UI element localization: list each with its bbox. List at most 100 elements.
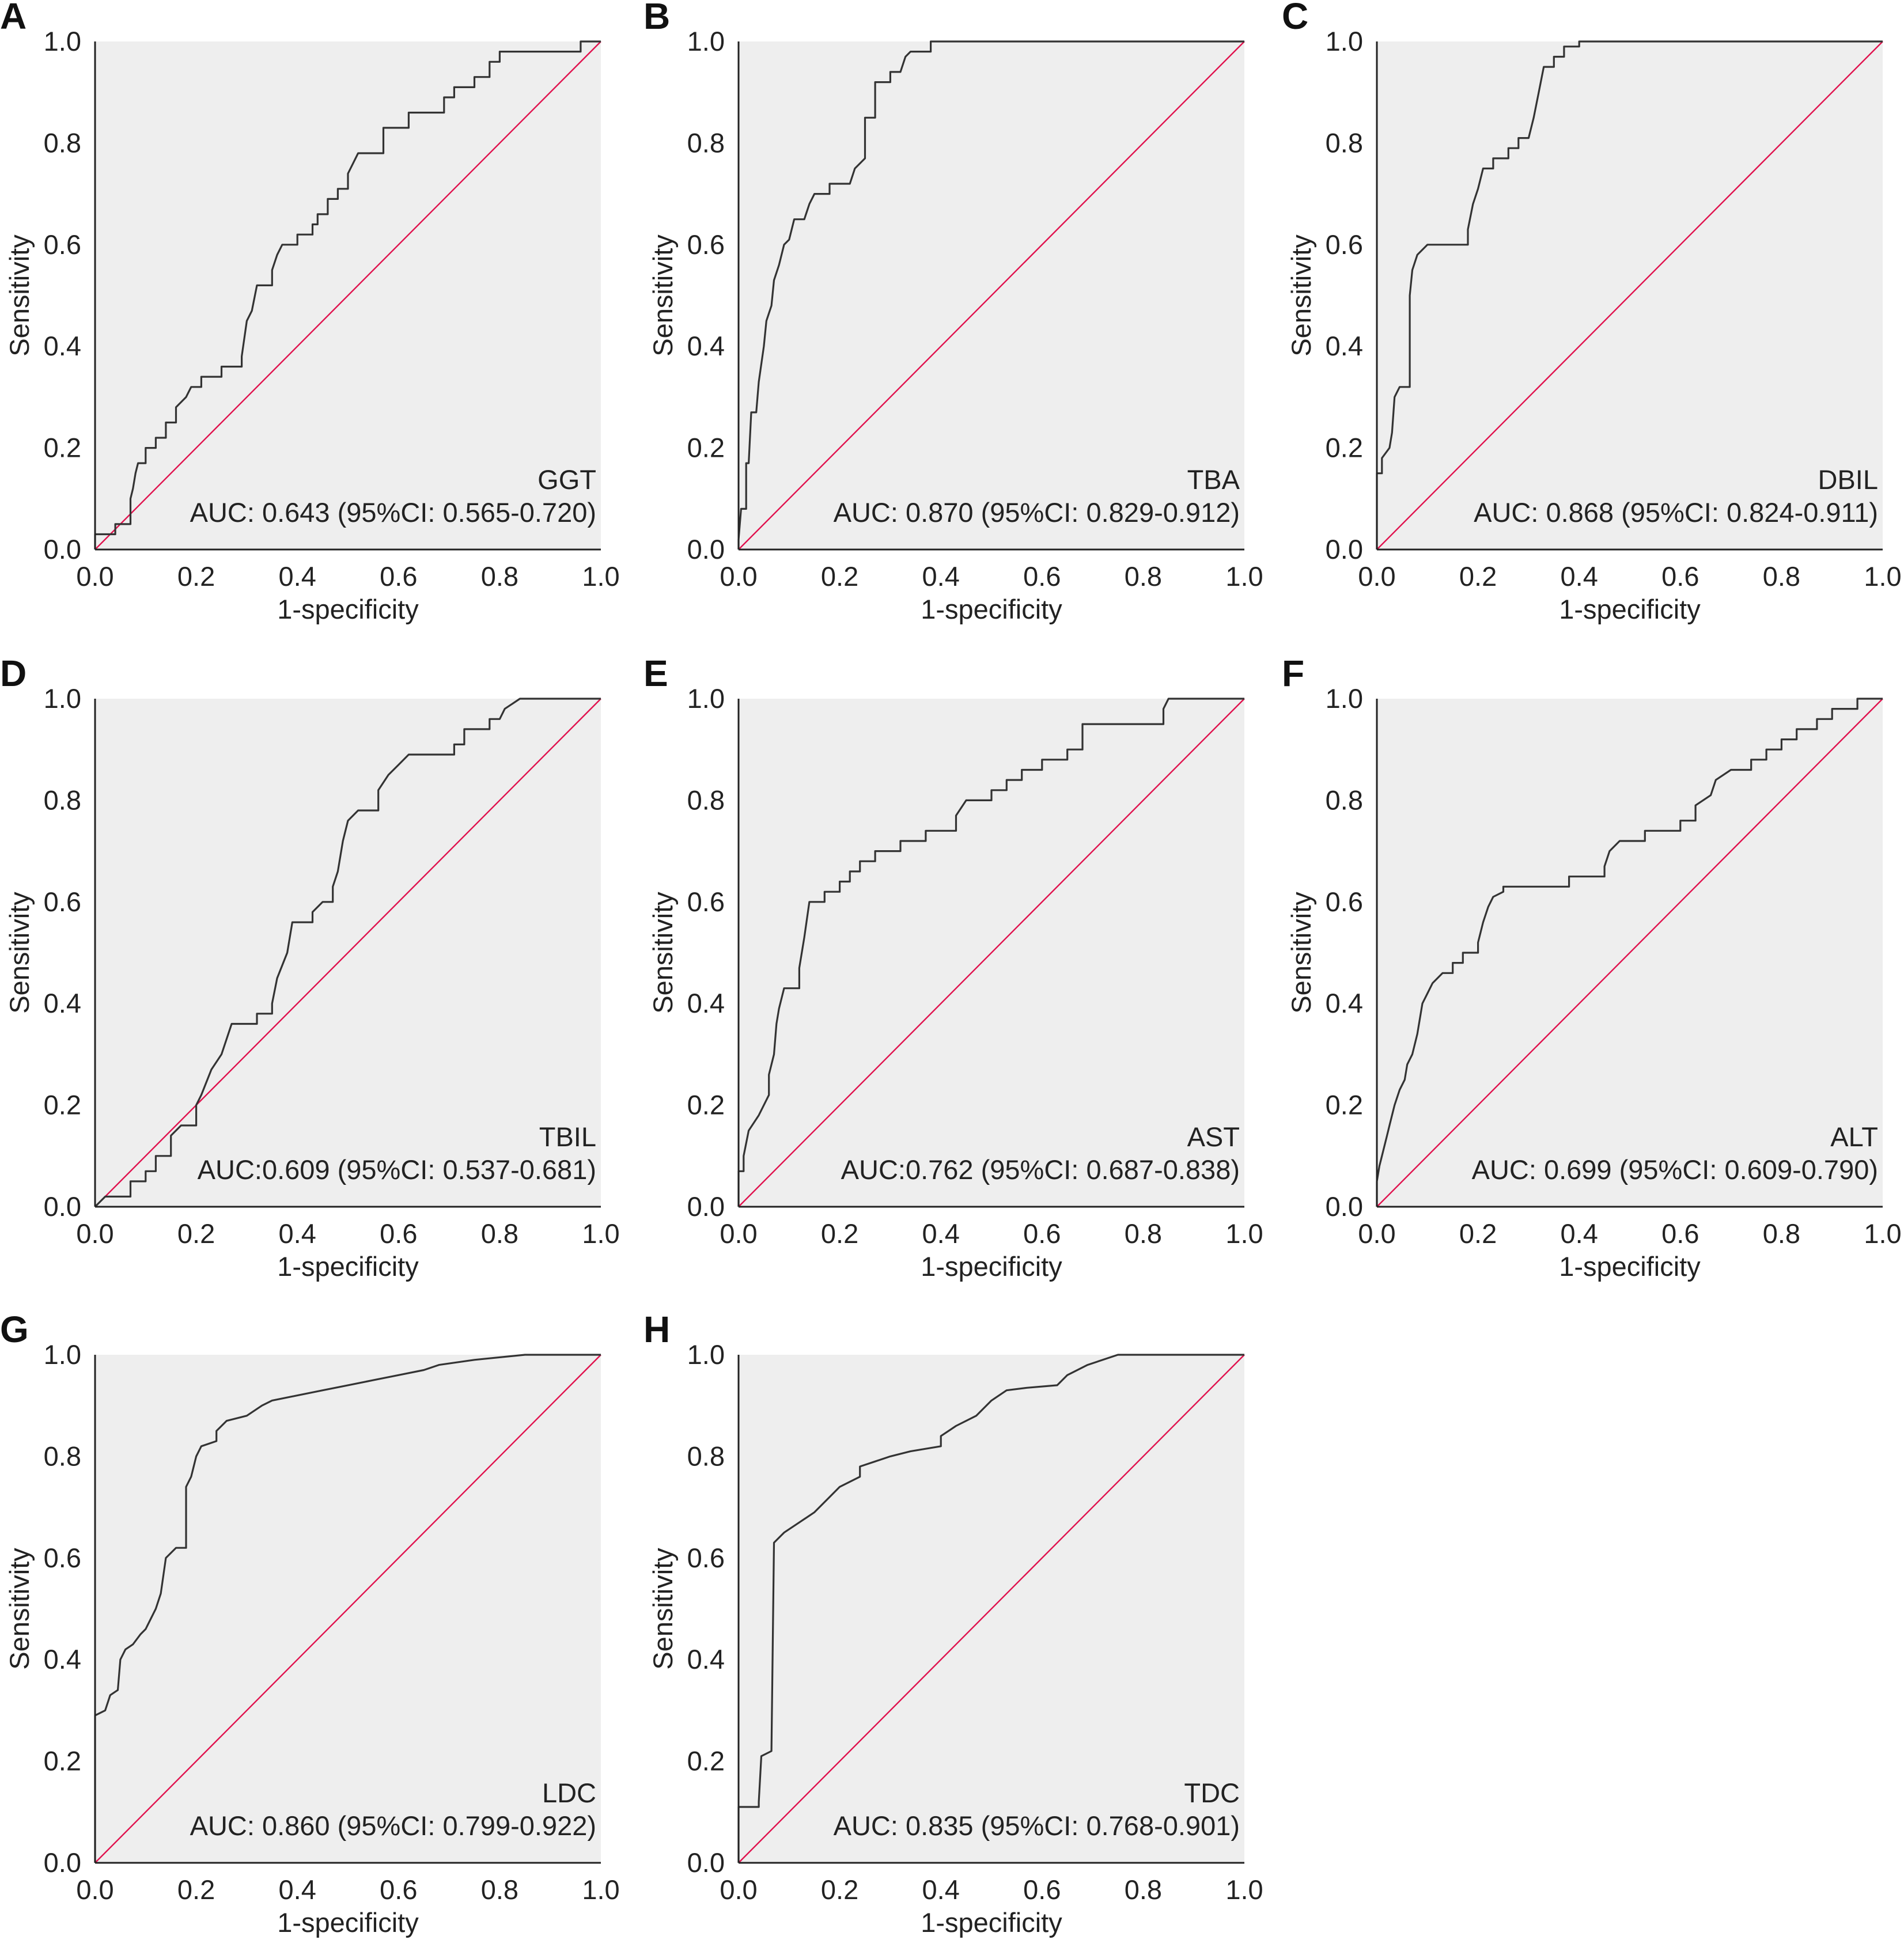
- y-tick-label: 0.4: [44, 988, 81, 1018]
- y-tick-label: 0.4: [44, 1644, 81, 1674]
- y-tick-label: 0.2: [44, 1090, 81, 1120]
- x-tick-label: 1.0: [1864, 1218, 1901, 1249]
- y-tick-label: 0.6: [687, 1543, 725, 1573]
- y-tick-label: 0.6: [44, 886, 81, 917]
- reference-line: [94, 41, 601, 550]
- x-tick-label: 0.4: [279, 1874, 316, 1905]
- auc-annotation: AUC: 0.643 (95%CI: 0.565-0.720): [190, 497, 596, 528]
- x-tick-label: 0.4: [1561, 561, 1598, 592]
- y-tick-label: 0.4: [1326, 988, 1363, 1018]
- marker-name-label: TBA: [1187, 464, 1240, 495]
- panel-letter: E: [644, 653, 668, 694]
- x-tick-label: 0.8: [1763, 561, 1800, 592]
- y-tick-label: 1.0: [44, 683, 81, 714]
- x-axis-label: 1-specificity: [277, 594, 419, 624]
- x-tick-label: 0.4: [922, 1874, 960, 1905]
- x-axis-label: 1-specificity: [921, 1907, 1062, 1938]
- marker-name-label: TBIL: [539, 1121, 596, 1152]
- x-tick-label: 0.0: [76, 1874, 113, 1905]
- auc-annotation: AUC: 0.860 (95%CI: 0.799-0.922): [190, 1810, 596, 1841]
- y-axis-label: Sensitivity: [648, 892, 678, 1014]
- x-tick-label: 0.0: [1358, 561, 1395, 592]
- roc-panel-h: H 0.0 0.2 0.4 0.6 0.8 1.0 0.0 0.2 0.4 0.6 0.8 1.0 1-s…: [644, 1309, 1263, 1938]
- y-axis-label: Sensitivity: [4, 892, 35, 1014]
- roc-curve: [94, 40, 601, 550]
- roc-panel-a: A 0.0 0.2 0.4 0.6 0.8 1.0 0.0 0.2 0.4 0.6 0.8 1.0 1-s…: [0, 0, 620, 624]
- roc-panel-d: D 0.0 0.2 0.4 0.6 0.8 1.0 0.0 0.2 0.4 0.6 0.8 1.0 1-s…: [0, 653, 620, 1282]
- x-tick-label: 0.6: [380, 561, 417, 592]
- x-axis-label: 1-specificity: [1559, 594, 1701, 624]
- x-tick-label: 1.0: [582, 561, 619, 592]
- y-tick-label: 0.0: [687, 534, 725, 564]
- x-tick-label: 0.6: [1661, 561, 1699, 592]
- x-tick-label: 0.6: [380, 1218, 417, 1249]
- y-tick-label: 0.6: [687, 886, 725, 917]
- x-tick-label: 0.4: [1561, 1218, 1598, 1249]
- x-tick-label: 0.2: [821, 1874, 858, 1905]
- panel-letter: B: [644, 0, 670, 37]
- y-tick-label: 1.0: [44, 26, 81, 56]
- y-tick-label: 0.4: [1326, 331, 1363, 361]
- x-axis-label: 1-specificity: [277, 1251, 419, 1282]
- reference-line: [1376, 698, 1883, 1207]
- y-axis-label: Sensitivity: [4, 1548, 35, 1670]
- y-tick-label: 0.8: [1326, 785, 1363, 815]
- roc-panel-g: G 0.0 0.2 0.4 0.6 0.8 1.0 0.0 0.2 0.4 0.6 0.8 1.0 1-s…: [0, 1309, 620, 1938]
- x-tick-label: 0.8: [1125, 1874, 1162, 1905]
- y-tick-label: 0.2: [687, 433, 725, 463]
- y-tick-label: 0.0: [44, 534, 81, 564]
- y-tick-label: 0.4: [44, 331, 81, 361]
- x-tick-label: 0.8: [1763, 1218, 1800, 1249]
- y-tick-label: 0.8: [687, 1441, 725, 1471]
- reference-line: [94, 1354, 601, 1863]
- panel-letter: A: [0, 0, 27, 37]
- y-tick-label: 0.6: [1326, 229, 1363, 260]
- roc-curve: [737, 1354, 1244, 1863]
- y-tick-label: 0.8: [687, 785, 725, 815]
- roc-curve: [737, 698, 1244, 1207]
- y-tick-label: 0.0: [687, 1191, 725, 1222]
- x-tick-label: 1.0: [1225, 1218, 1263, 1249]
- y-tick-label: 0.4: [687, 1644, 725, 1674]
- y-axis-label: Sensitivity: [4, 234, 35, 357]
- roc-curve: [1376, 40, 1883, 550]
- roc-curve: [1376, 698, 1883, 1207]
- roc-panel-e: E 0.0 0.2 0.4 0.6 0.8 1.0 0.0 0.2 0.4 0.6 0.8 1.0 1-s…: [644, 653, 1263, 1282]
- x-tick-label: 0.0: [720, 1218, 757, 1249]
- y-tick-label: 0.0: [44, 1847, 81, 1878]
- x-tick-label: 0.6: [1023, 561, 1061, 592]
- y-axis-label: Sensitivity: [1286, 892, 1316, 1014]
- marker-name-label: AST: [1187, 1121, 1240, 1152]
- panel-letter: H: [644, 1309, 670, 1350]
- y-tick-label: 1.0: [1326, 26, 1363, 56]
- x-axis-label: 1-specificity: [921, 1251, 1062, 1282]
- x-tick-label: 0.8: [481, 561, 518, 592]
- marker-name-label: LDC: [542, 1778, 596, 1808]
- x-tick-label: 0.4: [279, 561, 316, 592]
- y-tick-label: 0.6: [1326, 886, 1363, 917]
- roc-curve: [94, 1354, 601, 1863]
- marker-name-label: GGT: [537, 464, 596, 495]
- x-tick-label: 0.0: [76, 1218, 113, 1249]
- x-tick-label: 0.6: [380, 1874, 417, 1905]
- x-tick-label: 0.4: [922, 1218, 960, 1249]
- marker-name-label: TDC: [1184, 1778, 1240, 1808]
- y-axis-label: Sensitivity: [648, 1548, 678, 1670]
- x-tick-label: 0.2: [821, 1218, 858, 1249]
- y-axis-label: Sensitivity: [1286, 234, 1316, 357]
- x-tick-label: 0.4: [922, 561, 960, 592]
- reference-line: [738, 41, 1245, 550]
- y-axis-label: Sensitivity: [648, 234, 678, 357]
- y-tick-label: 0.2: [1326, 433, 1363, 463]
- x-tick-label: 0.2: [177, 1218, 215, 1249]
- x-tick-label: 0.8: [1125, 1218, 1162, 1249]
- panel-letter: C: [1282, 0, 1308, 37]
- x-tick-label: 0.8: [1125, 561, 1162, 592]
- auc-annotation: AUC: 0.868 (95%CI: 0.824-0.911): [1474, 497, 1878, 528]
- x-tick-label: 0.6: [1023, 1218, 1061, 1249]
- y-tick-label: 0.8: [44, 127, 81, 158]
- y-tick-label: 0.2: [44, 433, 81, 463]
- roc-curve: [94, 698, 601, 1208]
- y-tick-label: 0.2: [687, 1746, 725, 1776]
- y-tick-label: 0.2: [44, 1746, 81, 1776]
